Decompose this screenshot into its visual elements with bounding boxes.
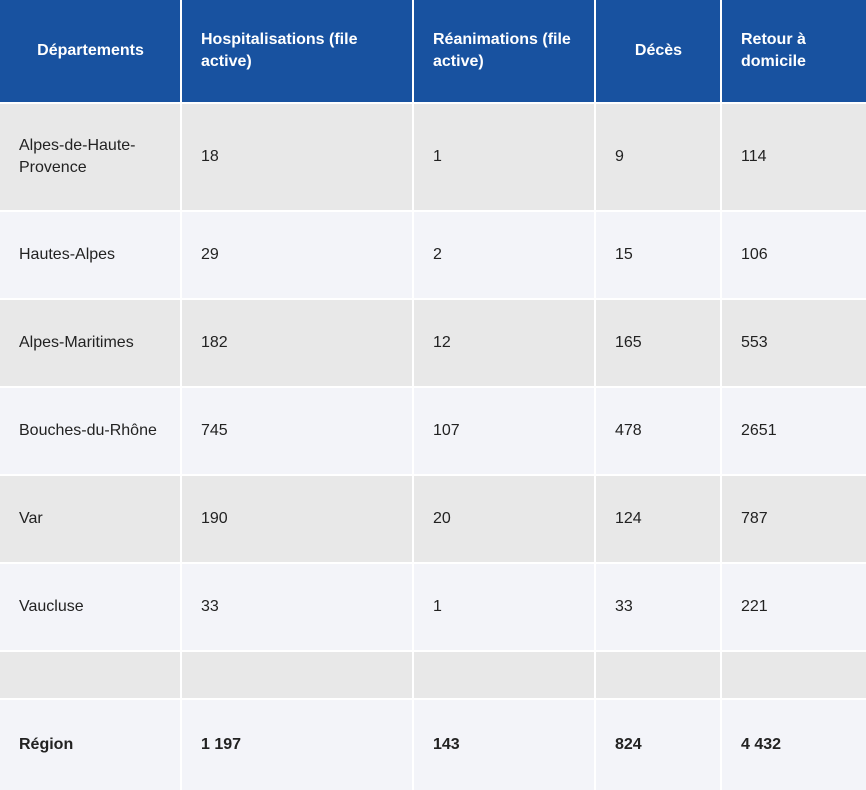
empty-row: [0, 652, 866, 700]
header-departements: Départements: [0, 0, 182, 104]
cell-retour-domicile: 106: [722, 212, 866, 300]
cell-hospitalisations: 190: [182, 476, 414, 564]
cell-retour-domicile: 787: [722, 476, 866, 564]
cell-retour-domicile: 553: [722, 300, 866, 388]
table-row: Alpes-de-Haute-Provence 18 1 9 114: [0, 104, 866, 212]
cell-empty: [0, 652, 182, 700]
cell-departement: Hautes-Alpes: [0, 212, 182, 300]
cell-reanimations: 12: [414, 300, 596, 388]
cell-departement: Alpes-Maritimes: [0, 300, 182, 388]
cell-departement: Var: [0, 476, 182, 564]
cell-deces: 15: [596, 212, 722, 300]
cell-deces: 9: [596, 104, 722, 212]
cell-deces: 124: [596, 476, 722, 564]
table-row: Bouches-du-Rhône 745 107 478 2651: [0, 388, 866, 476]
cell-empty: [722, 652, 866, 700]
total-retour-domicile: 4 432: [722, 700, 866, 790]
total-row: Région 1 197 143 824 4 432: [0, 700, 866, 790]
total-label: Région: [0, 700, 182, 790]
cell-retour-domicile: 221: [722, 564, 866, 652]
table-row: Alpes-Maritimes 182 12 165 553: [0, 300, 866, 388]
header-row: Départements Hospitalisations (file acti…: [0, 0, 866, 104]
cell-reanimations: 1: [414, 564, 596, 652]
cell-deces: 478: [596, 388, 722, 476]
cell-hospitalisations: 18: [182, 104, 414, 212]
header-retour-domicile: Retour à domicile: [722, 0, 866, 104]
cell-hospitalisations: 182: [182, 300, 414, 388]
header-reanimations: Réanimations (file active): [414, 0, 596, 104]
cell-hospitalisations: 745: [182, 388, 414, 476]
cell-reanimations: 2: [414, 212, 596, 300]
cell-deces: 165: [596, 300, 722, 388]
cell-hospitalisations: 29: [182, 212, 414, 300]
cell-empty: [414, 652, 596, 700]
cell-departement: Bouches-du-Rhône: [0, 388, 182, 476]
cell-reanimations: 107: [414, 388, 596, 476]
total-hospitalisations: 1 197: [182, 700, 414, 790]
cell-reanimations: 1: [414, 104, 596, 212]
cell-empty: [182, 652, 414, 700]
total-deces: 824: [596, 700, 722, 790]
cell-deces: 33: [596, 564, 722, 652]
cell-departement: Vaucluse: [0, 564, 182, 652]
total-reanimations: 143: [414, 700, 596, 790]
table-row: Vaucluse 33 1 33 221: [0, 564, 866, 652]
header-deces: Décès: [596, 0, 722, 104]
cell-departement: Alpes-de-Haute-Provence: [0, 104, 182, 212]
cell-reanimations: 20: [414, 476, 596, 564]
table-row: Hautes-Alpes 29 2 15 106: [0, 212, 866, 300]
cell-retour-domicile: 2651: [722, 388, 866, 476]
cell-empty: [596, 652, 722, 700]
cell-retour-domicile: 114: [722, 104, 866, 212]
header-hospitalisations: Hospitalisations (file active): [182, 0, 414, 104]
cell-hospitalisations: 33: [182, 564, 414, 652]
table-row: Var 190 20 124 787: [0, 476, 866, 564]
